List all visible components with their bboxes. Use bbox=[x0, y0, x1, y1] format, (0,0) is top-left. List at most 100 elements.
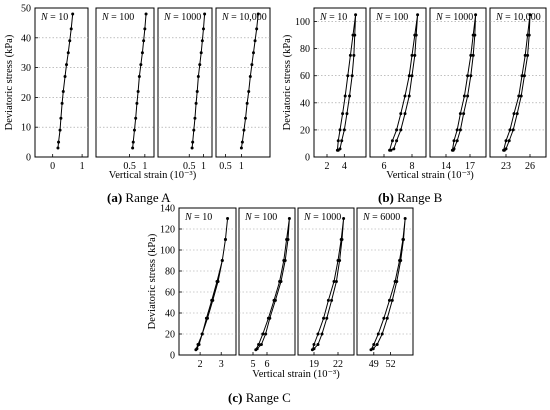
a-panel-3-data-point bbox=[203, 12, 207, 16]
a-panel-2-data-point bbox=[132, 128, 136, 132]
b-panel-1-data-point bbox=[353, 33, 357, 37]
b-panel-1-ytick-label: 20 bbox=[300, 125, 310, 136]
c-panel-3-data-point bbox=[332, 280, 336, 283]
b-panel-1-data-point bbox=[343, 94, 347, 98]
a-panel-3-data-point bbox=[190, 146, 194, 150]
b-panel-4-data-point bbox=[508, 128, 512, 132]
b-panel-2-series-line bbox=[389, 14, 419, 151]
b-panel-4-frame bbox=[489, 7, 547, 158]
c-panel-2-data-point bbox=[257, 343, 261, 346]
b-panel-2-data-point bbox=[416, 13, 420, 17]
a-y-axis-label: Deviatoric stress (kPa) bbox=[4, 34, 15, 130]
c-panel-2-data-point bbox=[268, 316, 272, 320]
b-panel-3-data-point bbox=[462, 94, 466, 98]
b-panel-1-frame bbox=[313, 7, 367, 158]
b-panel-1-ytick-label: 80 bbox=[300, 44, 310, 55]
a-panel-2-label: N = 100 bbox=[101, 12, 134, 23]
b-panel-3-data-point bbox=[455, 139, 459, 143]
a-panel-1-ytick-label: 50 bbox=[21, 4, 31, 15]
c-panel-4-data-point bbox=[382, 316, 386, 320]
c-panel-2-data-point bbox=[279, 280, 283, 283]
c-panel-2-data-point bbox=[259, 343, 263, 346]
a-panel-3-data-point bbox=[195, 89, 199, 93]
b-panel-1-data-point bbox=[340, 139, 344, 143]
b-panel-1-data-point bbox=[352, 53, 356, 57]
c-panel-1-data-point bbox=[200, 332, 204, 336]
a-panel-1-ytick-label: 0 bbox=[26, 153, 31, 164]
c-panel-3-data-point bbox=[316, 343, 320, 346]
c-panel-4-data-point bbox=[375, 343, 379, 346]
a-panel-4-data-point bbox=[245, 101, 249, 105]
a-panel-1-xtick-label: 1 bbox=[80, 161, 85, 172]
c-panel-1-ytick-label: 40 bbox=[165, 309, 175, 320]
c-panel-4-data-point bbox=[387, 298, 391, 302]
a-panel-3-data-point bbox=[199, 51, 203, 55]
a-panel-4-data-point bbox=[240, 140, 244, 144]
a-panel-1-data-point bbox=[66, 51, 70, 55]
b-panel-1-data-point bbox=[346, 74, 350, 78]
b-panel-3-data-point bbox=[466, 94, 470, 98]
b-panel-1-series-line bbox=[336, 14, 357, 151]
b-panel-4-data-point bbox=[522, 74, 526, 78]
a-panel-1-data-point bbox=[68, 39, 72, 43]
b-panel-4-data-point bbox=[515, 112, 519, 116]
b-panel-3-data-point bbox=[474, 13, 478, 17]
b-panel-4-data-point bbox=[528, 13, 532, 17]
c-panel-1-data-point bbox=[226, 217, 230, 220]
c-panel-3-data-point bbox=[330, 298, 334, 302]
c-panel-2-data-point bbox=[261, 332, 265, 336]
a-panel-2-data-point bbox=[143, 27, 147, 31]
c-panel-3-data-point bbox=[334, 280, 338, 283]
c-panel-1-ytick-label: 140 bbox=[160, 204, 175, 215]
c-panel-3-label: N = 1000 bbox=[303, 212, 341, 223]
a-panel-2-xtick-label: 1 bbox=[142, 161, 147, 172]
b-panel-1-ytick-label: 100 bbox=[295, 17, 310, 28]
a-panel-1-data-point bbox=[63, 75, 67, 79]
b-panel-1-data-point bbox=[342, 128, 346, 132]
b-panel-1-ytick-label: 0 bbox=[305, 153, 310, 164]
a-panel-2-data-point bbox=[139, 63, 143, 67]
c-panel-3-data-point bbox=[326, 298, 330, 302]
c-panel-3-data-point bbox=[320, 332, 324, 336]
c-panel-1-ytick-label: 120 bbox=[160, 225, 175, 236]
b-panel-2-data-point bbox=[399, 112, 403, 116]
c-panel-2-xtick-label: 5 bbox=[251, 359, 256, 370]
b-panel-2-xtick-label: 8 bbox=[410, 161, 415, 172]
a-panel-2-data-point bbox=[144, 12, 148, 16]
b-panel-3-data-point bbox=[466, 74, 470, 78]
c-panel-1-ytick-label: 20 bbox=[165, 330, 175, 341]
a-panel-1-label: N = 10 bbox=[40, 12, 68, 23]
b-panel-4-data-point bbox=[511, 128, 515, 132]
a-panel-4-xtick-label: 1 bbox=[239, 161, 244, 172]
a-panel-1-data-point bbox=[65, 63, 69, 67]
c-panel-3-data-point bbox=[322, 316, 326, 320]
a-panel-1-data-point bbox=[57, 140, 61, 144]
c-panel-3-data-point bbox=[312, 347, 316, 351]
c-panel-1-data-point bbox=[215, 280, 219, 283]
b-panel-1-data-point bbox=[348, 94, 352, 98]
b-panel-1-data-point bbox=[341, 112, 345, 116]
c-panel-1-frame bbox=[178, 207, 237, 356]
b-panel-3-data-point bbox=[458, 128, 462, 132]
a-panel-4-data-point bbox=[244, 116, 248, 120]
c-panel-1-ytick-label: 80 bbox=[165, 267, 175, 278]
a-panel-3-data-point bbox=[200, 39, 204, 43]
a-x-axis-label: Vertical strain (10⁻³) bbox=[109, 170, 197, 181]
a-panel-2-data-point bbox=[134, 116, 138, 120]
c-x-axis-label: Vertical strain (10⁻³) bbox=[252, 369, 340, 380]
b-panel-3-data-point bbox=[469, 53, 473, 57]
b-panel-1-data-point bbox=[338, 128, 342, 132]
a-panel-3-series-line bbox=[191, 13, 206, 149]
c-panel-3-xtick-label: 19 bbox=[309, 359, 319, 370]
b-panel-4-data-point bbox=[512, 112, 516, 116]
a-panel-4-data-point bbox=[253, 39, 257, 43]
a-panel-4-xtick-label: 0.5 bbox=[219, 161, 232, 172]
c-panel-1-label: N = 10 bbox=[184, 212, 212, 223]
b-panel-1-ytick-label: 60 bbox=[300, 71, 310, 82]
c-panel-4-xtick-label: 49 bbox=[369, 359, 379, 370]
b-panel-3-data-point bbox=[452, 139, 456, 143]
c-panel-1-data-point bbox=[210, 298, 214, 302]
b-panel-2-data-point bbox=[395, 128, 399, 132]
b-panel-3-frame bbox=[429, 7, 487, 158]
b-panel-1-data-point bbox=[345, 112, 349, 116]
